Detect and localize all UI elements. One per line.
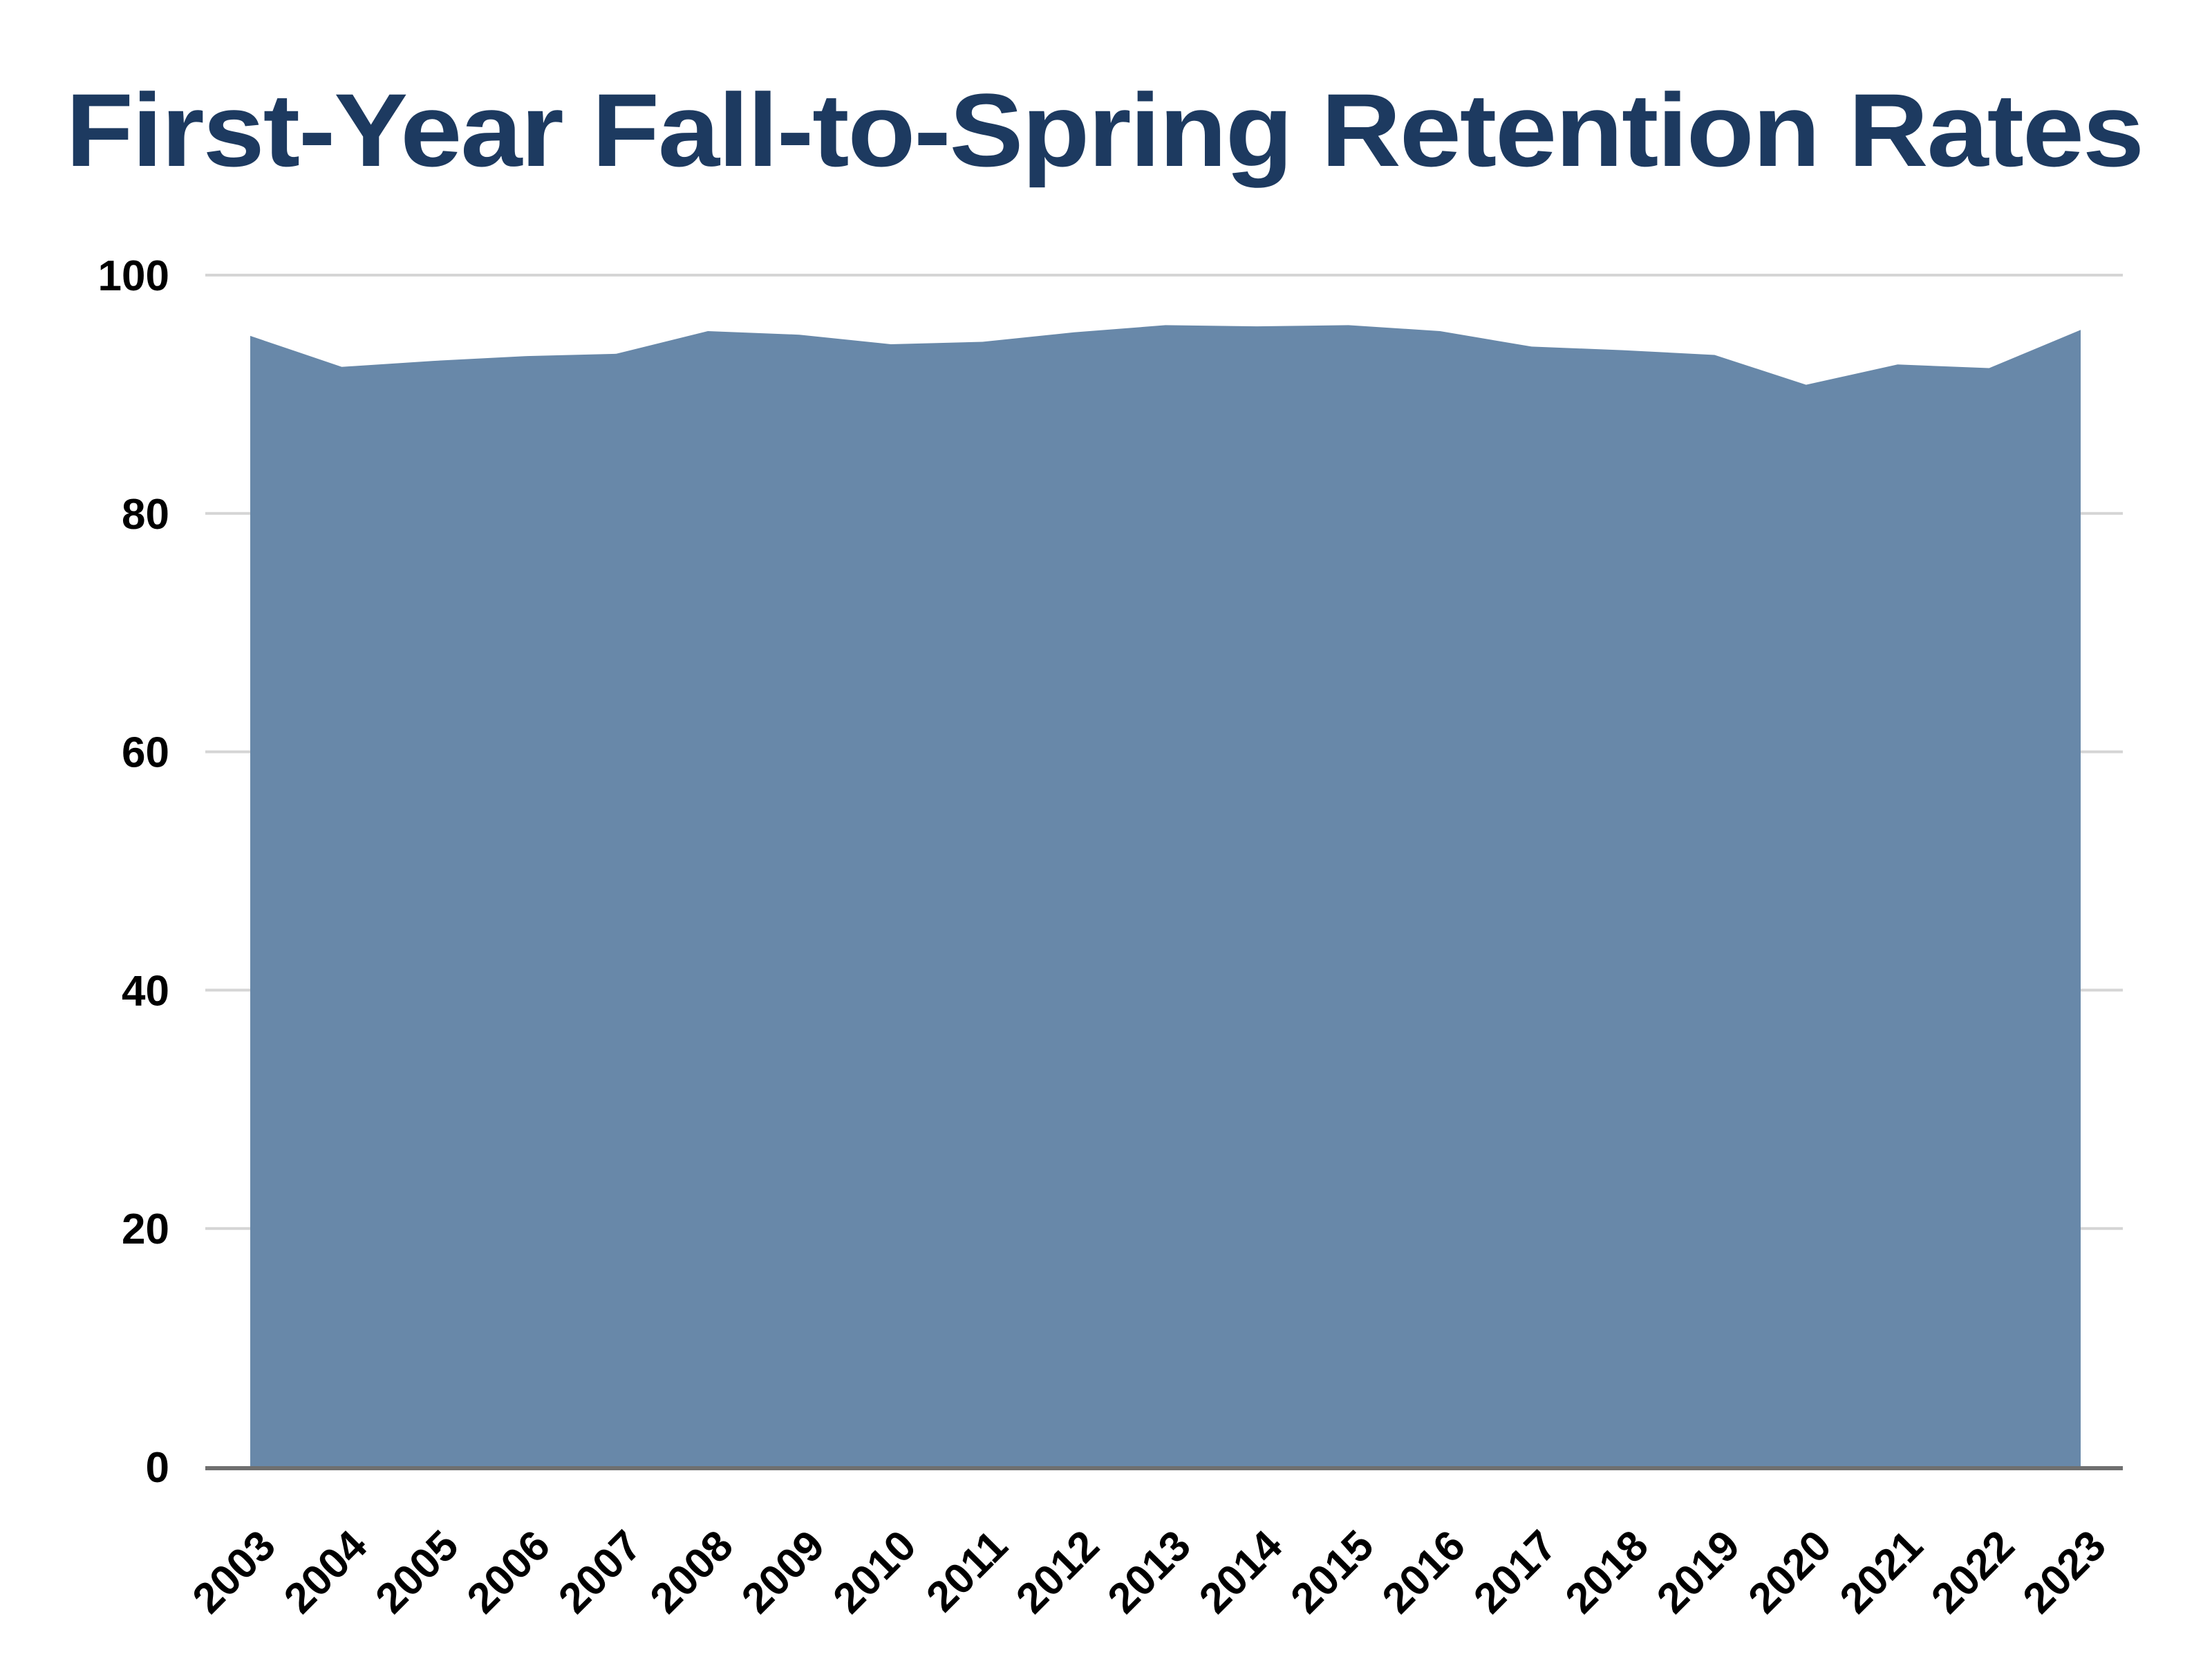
x-tick-label: 2020	[1739, 1521, 1840, 1622]
x-tick-label: 2013	[1099, 1521, 1200, 1622]
y-tick-label: 20	[122, 1206, 169, 1253]
x-tick-label: 2015	[1282, 1521, 1382, 1622]
y-tick-label: 60	[122, 729, 169, 777]
x-tick-label: 2012	[1007, 1521, 1108, 1622]
x-tick-label: 2014	[1190, 1521, 1292, 1623]
y-tick-label: 80	[122, 491, 169, 538]
x-tick-label: 2023	[2014, 1521, 2115, 1622]
y-tick-label: 0	[146, 1444, 169, 1492]
x-tick-label: 2007	[550, 1521, 650, 1622]
x-tick-label: 2022	[1922, 1521, 2023, 1622]
x-tick-label: 2010	[824, 1521, 925, 1622]
y-tick-label: 40	[122, 967, 169, 1015]
x-tick-label: 2004	[275, 1521, 377, 1623]
x-tick-label: 2006	[458, 1521, 559, 1622]
x-tick-label: 2003	[184, 1521, 285, 1622]
chart-title: First-Year Fall-to-Spring Retention Rate…	[66, 72, 2143, 188]
x-tick-label: 2021	[1831, 1521, 1932, 1622]
x-tick-label: 2011	[917, 1521, 1017, 1621]
x-tick-label: 2016	[1374, 1521, 1474, 1622]
x-tick-label: 2018	[1557, 1521, 1658, 1622]
x-tick-label: 2009	[733, 1521, 834, 1622]
x-tick-label: 2019	[1648, 1521, 1749, 1622]
x-axis-labels: 2003200420052006200720082009201020112012…	[184, 1521, 2115, 1623]
x-tick-label: 2008	[641, 1521, 742, 1622]
y-tick-label: 100	[98, 252, 169, 300]
retention-area-series	[250, 325, 2081, 1467]
x-tick-label: 2005	[366, 1521, 467, 1622]
y-axis-labels: 0 20 40 60 80 100	[98, 252, 169, 1492]
x-tick-label: 2017	[1465, 1521, 1566, 1622]
